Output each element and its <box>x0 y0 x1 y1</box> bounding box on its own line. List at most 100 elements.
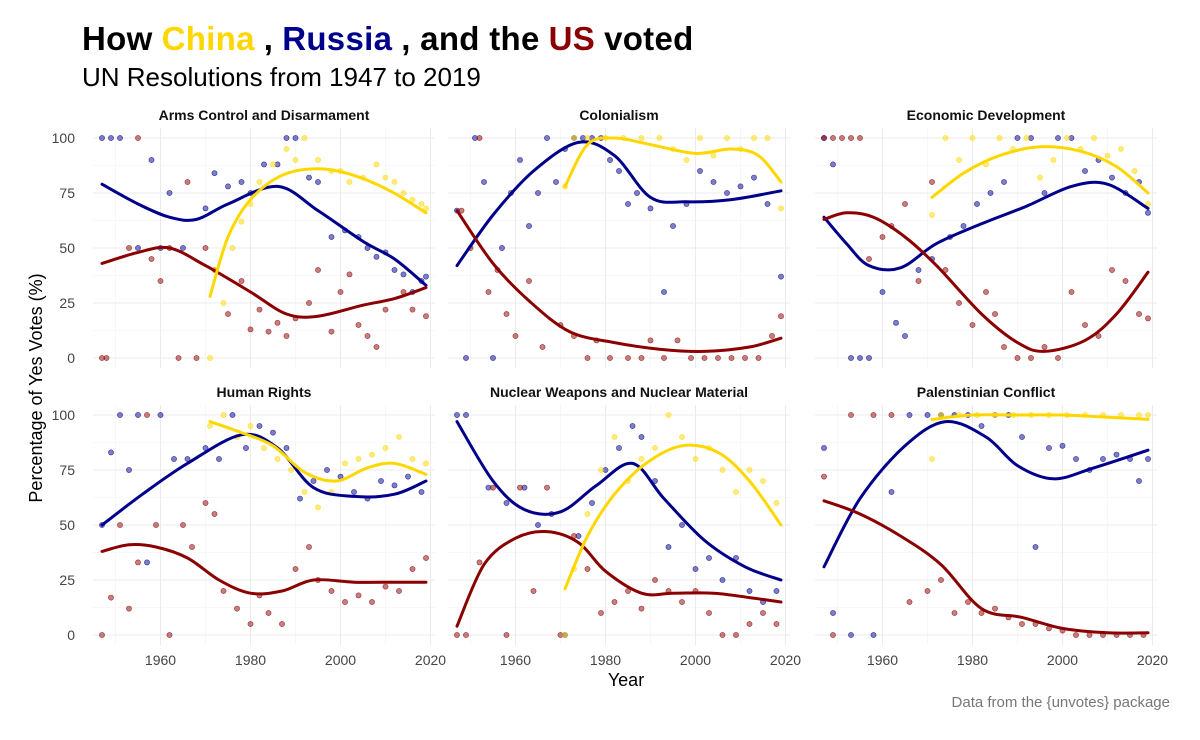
data-point <box>755 355 762 361</box>
data-point <box>710 152 717 159</box>
data-point <box>369 599 375 605</box>
data-point <box>503 500 510 506</box>
data-point <box>458 207 465 214</box>
data-point <box>1131 168 1138 174</box>
data-point <box>517 157 523 163</box>
data-point <box>701 355 708 361</box>
data-point <box>1068 289 1075 295</box>
data-point <box>625 201 631 207</box>
x-tick-label: 2020 <box>1137 652 1168 668</box>
data-point <box>315 157 321 163</box>
data-point <box>965 599 971 605</box>
data-point <box>1109 267 1115 273</box>
data-point <box>306 300 312 306</box>
data-point <box>1145 315 1151 322</box>
data-point <box>751 135 757 141</box>
series-line-russia <box>455 140 783 268</box>
data-point <box>1082 322 1088 328</box>
data-point <box>108 135 114 141</box>
data-point <box>265 328 272 335</box>
data-point <box>866 256 872 262</box>
data-point <box>978 610 985 616</box>
data-point <box>938 577 944 583</box>
data-point <box>1014 135 1021 141</box>
data-point <box>1023 135 1030 141</box>
data-point <box>951 610 958 616</box>
data-point <box>126 605 132 612</box>
data-point <box>373 253 380 260</box>
y-tick-label: 75 <box>59 462 75 478</box>
series-line-china <box>930 413 1150 421</box>
series-line-us <box>822 211 1150 353</box>
data-point <box>135 135 141 141</box>
data-point <box>135 412 141 418</box>
data-point <box>915 267 922 273</box>
data-point <box>423 555 429 561</box>
data-point <box>760 478 766 484</box>
data-point <box>346 271 353 278</box>
data-point <box>490 355 496 361</box>
data-point <box>481 179 487 185</box>
data-point <box>400 190 407 196</box>
data-point <box>1073 632 1079 638</box>
data-point <box>346 179 353 185</box>
data-point <box>715 355 721 361</box>
data-point <box>292 157 299 163</box>
data-point <box>189 544 195 550</box>
data-point <box>638 135 645 141</box>
data-point <box>724 190 730 196</box>
data-point <box>983 289 989 295</box>
data-point <box>144 412 150 418</box>
data-point <box>733 632 739 638</box>
data-point <box>969 322 976 328</box>
data-point <box>256 306 263 313</box>
data-point <box>616 168 622 174</box>
data-point <box>315 179 321 185</box>
data-point <box>261 445 267 451</box>
data-point <box>238 179 245 185</box>
facet-panel: Arms Control and Disarmament <box>93 107 435 368</box>
data-point <box>418 489 425 495</box>
data-point <box>1118 146 1124 152</box>
data-point <box>364 333 371 339</box>
data-point <box>180 245 186 251</box>
data-point <box>778 273 784 280</box>
data-point <box>598 610 604 616</box>
data-point <box>652 577 658 583</box>
x-tick-label: 1980 <box>235 652 266 668</box>
data-point <box>760 610 766 616</box>
data-point <box>512 333 519 339</box>
data-point <box>879 234 886 240</box>
data-point <box>503 311 510 317</box>
data-point <box>283 135 290 141</box>
series-line-russia <box>455 420 783 582</box>
facet-title: Human Rights <box>217 384 312 400</box>
data-point <box>679 434 685 440</box>
data-point <box>674 337 681 344</box>
x-tick-label: 1980 <box>590 652 621 668</box>
series-line-us <box>100 543 428 596</box>
facet-title: Colonialism <box>579 107 658 123</box>
data-point <box>598 467 604 473</box>
data-point <box>1073 456 1079 462</box>
data-point <box>697 168 703 174</box>
data-point <box>382 445 389 451</box>
series-line-russia <box>822 420 1150 569</box>
data-point <box>117 412 123 418</box>
data-point <box>405 473 411 480</box>
data-point <box>992 311 998 317</box>
data-point <box>1055 355 1061 361</box>
data-point <box>135 245 141 251</box>
data-point <box>535 190 541 196</box>
data-point <box>821 135 827 141</box>
data-point <box>746 621 753 627</box>
data-point <box>148 256 155 262</box>
data-point <box>1055 135 1061 141</box>
data-point <box>382 583 389 590</box>
data-point <box>229 412 236 418</box>
data-point <box>924 412 931 418</box>
data-point <box>391 482 398 489</box>
data-point <box>535 522 541 528</box>
data-point <box>108 449 114 456</box>
data-point <box>978 423 985 429</box>
